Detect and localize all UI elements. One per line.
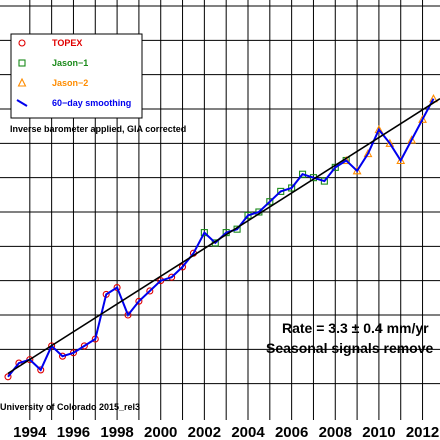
x-tick-label: 2000	[144, 424, 177, 440]
jason2-point	[429, 94, 438, 103]
jason2-point	[363, 148, 373, 158]
legend-box	[10, 33, 143, 119]
legend-label: Jason−1	[52, 58, 88, 68]
jason1-point	[200, 229, 208, 237]
legend-item: Jason−2	[17, 77, 88, 88]
topex-point	[113, 283, 121, 292]
legend-item: 60−day smoothing	[16, 98, 131, 108]
legend-item: Jason−1	[18, 58, 88, 68]
topex-point	[124, 311, 132, 319]
x-axis-tick-labels: 1994 1996 1998 2000 2002 2004 2006 2008 2010 2012	[13, 424, 439, 440]
legend-marker	[17, 77, 27, 87]
x-tick-label: 1998	[100, 424, 133, 440]
legend-item: TOPEX	[18, 38, 82, 48]
trend-line	[7, 98, 440, 375]
jason2-point	[374, 124, 384, 134]
jason2-point	[352, 166, 362, 175]
topex-point	[146, 287, 154, 295]
jason2-point	[385, 138, 395, 147]
x-tick-label: 2002	[188, 424, 221, 440]
jason2-point	[407, 135, 417, 144]
topex-point	[135, 297, 143, 305]
legend-items: TOPEX Jason−1 Jason−2 60−day smoothing	[16, 38, 131, 108]
jason1-point	[266, 198, 274, 206]
legend-label: TOPEX	[52, 38, 82, 48]
x-tick-label: 2012	[406, 424, 439, 440]
x-tick-label: 2010	[362, 424, 395, 440]
jason2-point	[396, 155, 406, 165]
seasonal-annotation: Seasonal signals remove	[266, 340, 434, 356]
x-tick-label: 1994	[13, 424, 47, 440]
x-tick-label: 2008	[319, 424, 352, 440]
topex-point	[4, 373, 12, 381]
legend-marker	[18, 59, 26, 67]
x-tick-label: 2006	[275, 424, 308, 440]
legend-marker	[18, 39, 26, 47]
credit-note: University of Colorado 2015_rel3	[0, 402, 140, 412]
legend-label: Jason−2	[52, 78, 88, 88]
topex-point	[37, 366, 45, 374]
inverse-barometer-note: Inverse barometer applied, GIA corrected	[10, 124, 186, 134]
x-tick-label: 1996	[57, 424, 90, 440]
legend: TOPEX Jason−1 Jason−2 60−day smoothing	[10, 33, 143, 119]
legend-marker	[16, 99, 28, 107]
x-tick-label: 2004	[231, 424, 265, 440]
jason2-point	[418, 114, 427, 123]
legend-label: 60−day smoothing	[52, 98, 131, 108]
topex-point	[48, 342, 56, 350]
rate-annotation: Rate = 3.3 ± 0.4 mm/yr	[282, 320, 429, 336]
topex-point	[80, 342, 88, 350]
topex-point	[178, 263, 187, 271]
